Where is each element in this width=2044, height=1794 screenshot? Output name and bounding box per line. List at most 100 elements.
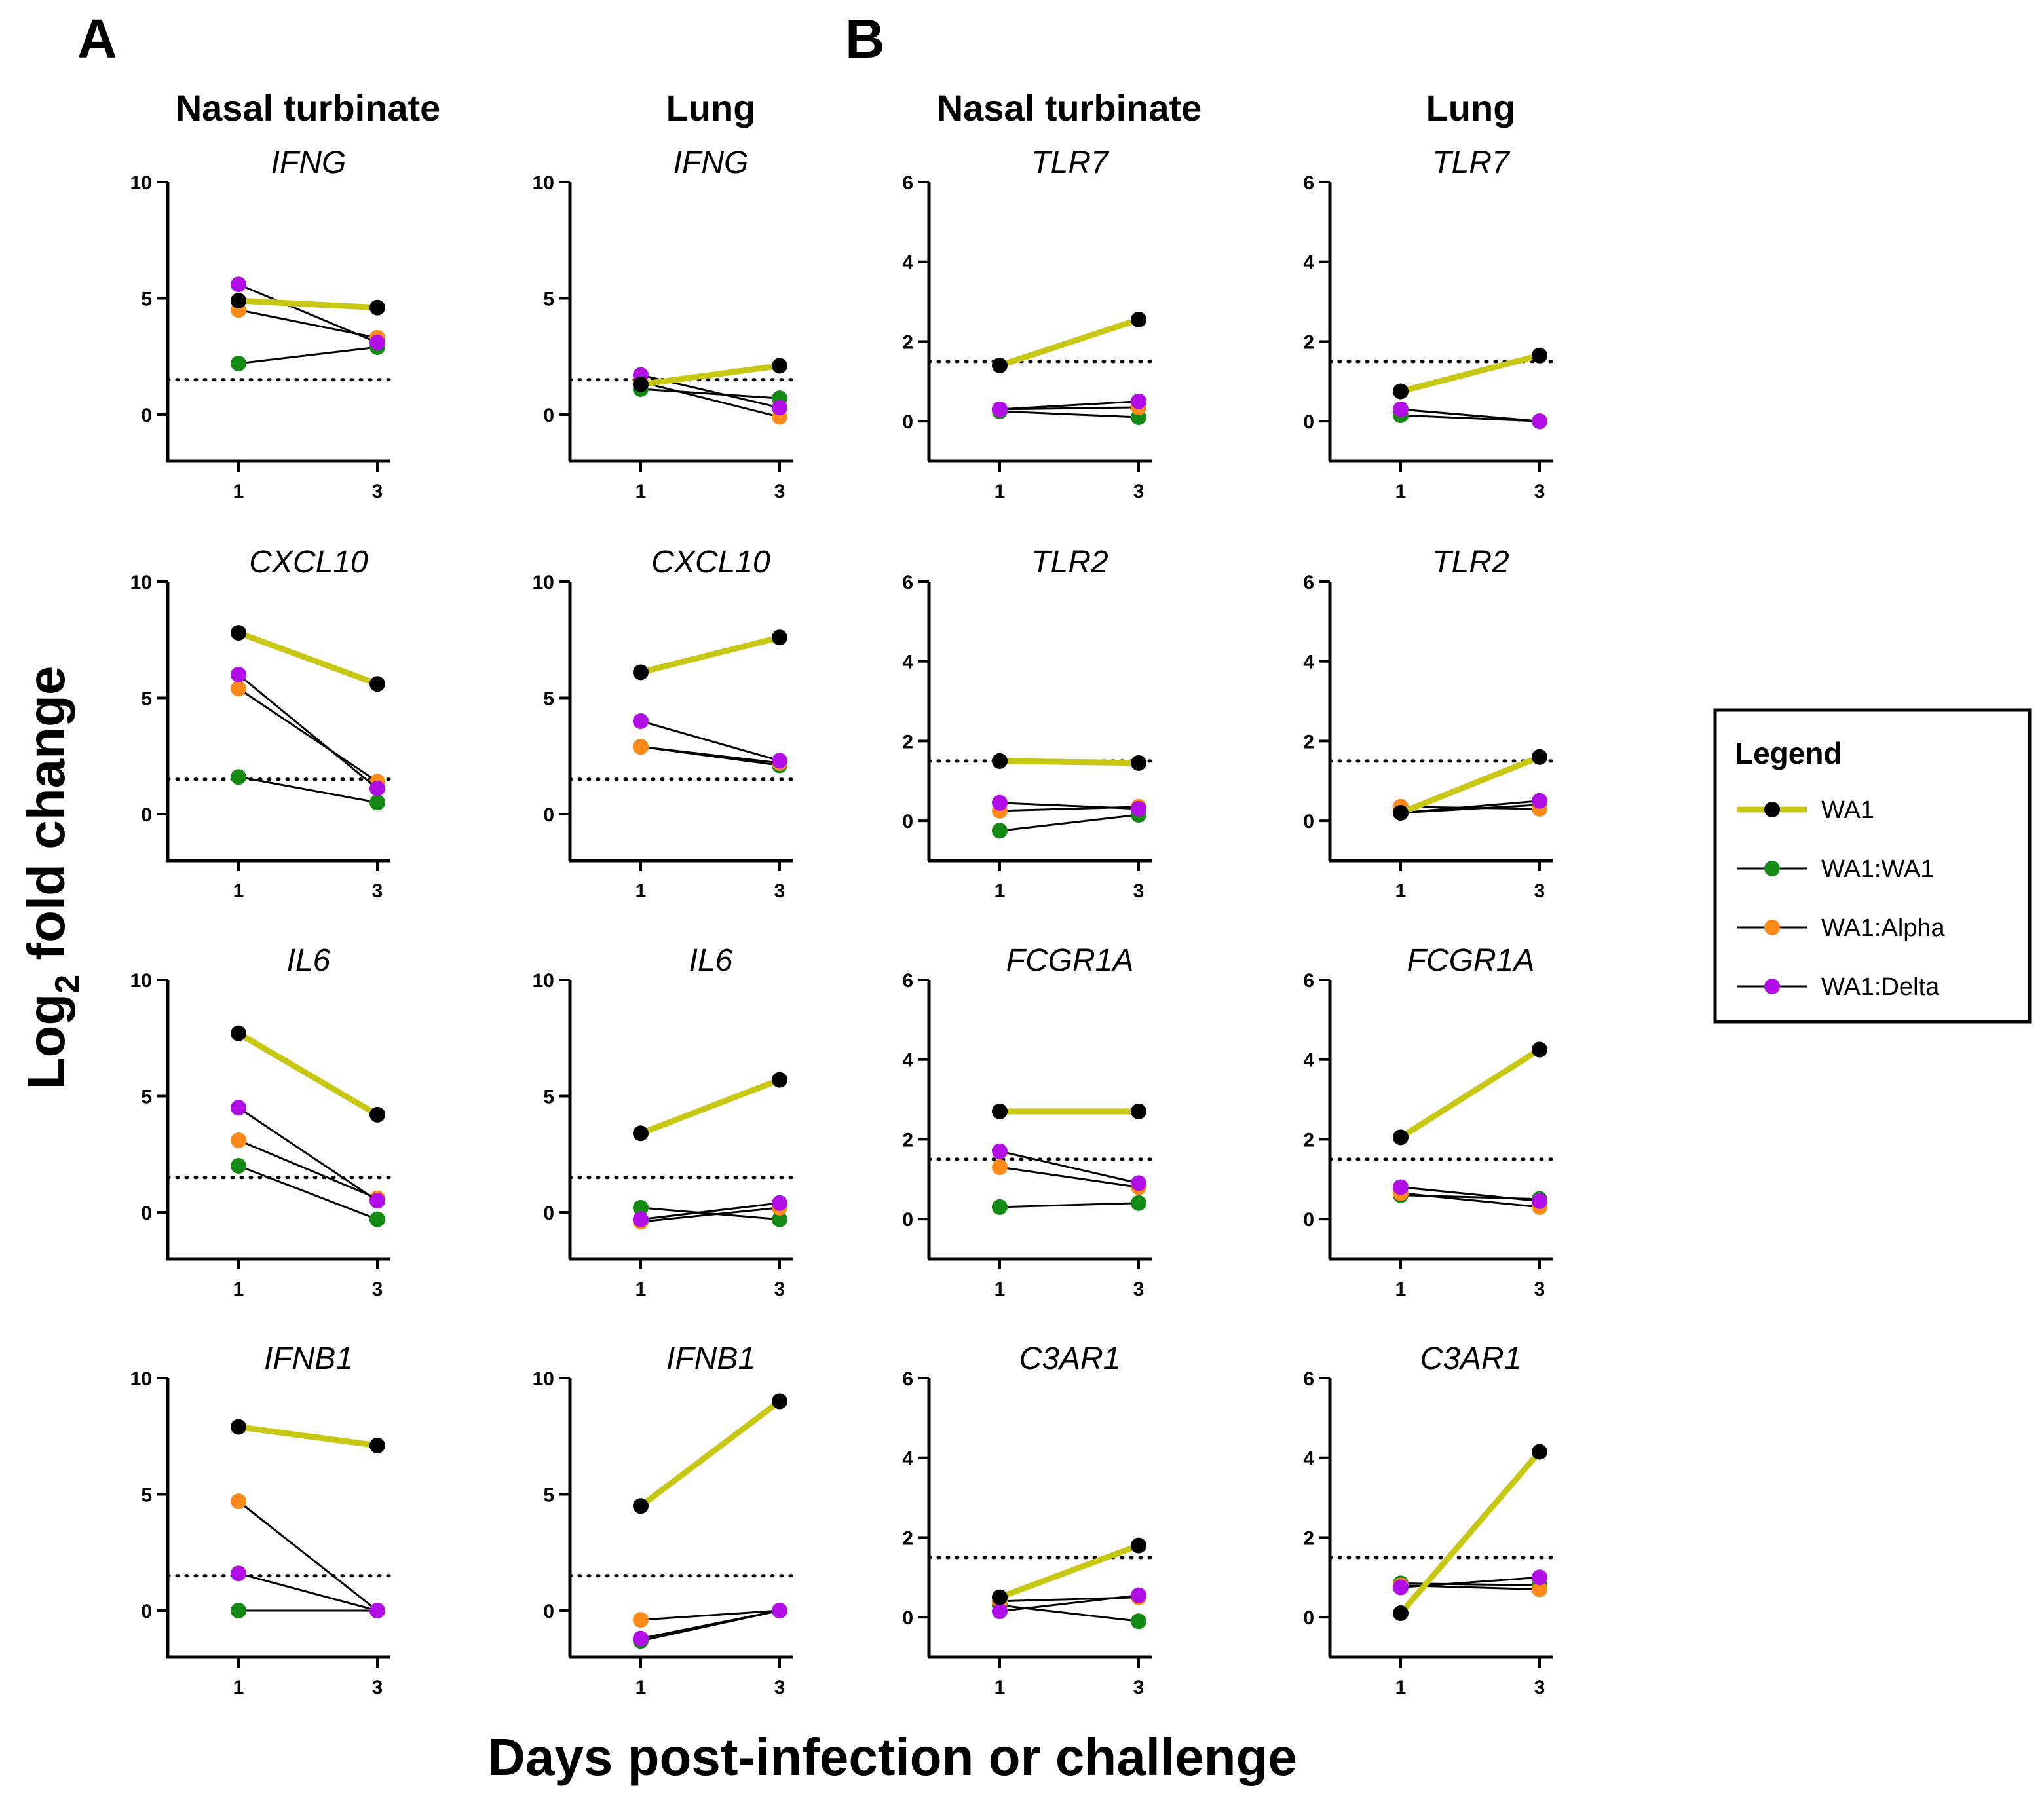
series-line [1397, 1449, 1543, 1616]
y-tick-label: 5 [543, 289, 554, 310]
chart-a-nasal-turbinate-ifnb1: IFNB1 0 5 10 1 3 [130, 1341, 398, 1698]
series-line [639, 1206, 781, 1221]
legend-title: Legend [1735, 736, 1842, 770]
y-tick-label: 6 [902, 1368, 913, 1390]
series-wa1 [231, 293, 385, 316]
data-point-day-1 [633, 1630, 649, 1647]
x-tick-label: 3 [774, 1677, 785, 1698]
x-tick-label: 1 [233, 1677, 244, 1698]
series-wa1-delta [231, 276, 385, 350]
y-tick-label: 0 [543, 405, 554, 426]
y-tick-label: 4 [1303, 252, 1314, 274]
data-point-day-3 [1131, 1537, 1146, 1554]
legend-label: WA1:Delta [1821, 973, 1940, 1001]
series-line [996, 316, 1142, 369]
series-wa1 [1393, 1041, 1547, 1146]
data-point-day-1 [231, 769, 246, 785]
data-point-day-3 [1131, 311, 1146, 327]
chart-title: IFNG [271, 145, 347, 180]
y-tick-label: 4 [1303, 1050, 1314, 1072]
x-tick-label: 1 [994, 880, 1006, 902]
data-point-day-3 [369, 1211, 385, 1227]
series-line [1399, 806, 1541, 810]
column-title-a-lung: Lung [666, 87, 756, 128]
series-wa1-wa1 [633, 1199, 787, 1227]
x-tick-label: 1 [635, 1677, 647, 1698]
chart-a-lung-il6: IL6 0 5 10 1 3 [533, 943, 800, 1300]
data-point-day-3 [1131, 800, 1146, 817]
series-wa1 [1393, 347, 1547, 400]
series-line [637, 634, 783, 675]
data-point-day-1 [231, 667, 246, 682]
series-line [639, 381, 781, 419]
series-line [998, 1150, 1140, 1184]
x-tick-label: 3 [1133, 1279, 1145, 1300]
series-wa1-wa1 [231, 1158, 385, 1227]
data-point-day-1 [992, 1199, 1008, 1215]
series-line [998, 813, 1140, 832]
data-point-day-3 [1532, 749, 1547, 765]
series-line [237, 673, 379, 790]
data-point-day-3 [1131, 755, 1146, 771]
chart-b-nasal-turbinate-fcgr1a: FCGR1A 0 2 4 6 1 3 [902, 943, 1159, 1300]
series-wa1-delta [231, 667, 385, 796]
chart-a-lung-ifng: IFNG 0 5 10 1 3 [533, 145, 800, 502]
legend-label: WA1:Alpha [1821, 914, 1946, 942]
legend-label: WA1:WA1 [1821, 855, 1934, 883]
x-tick-label: 3 [372, 880, 383, 902]
chart-title: C3AR1 [1420, 1341, 1522, 1376]
data-point-day-1 [1393, 1179, 1409, 1195]
legend-swatch-marker [1764, 979, 1780, 994]
y-tick-label: 10 [533, 1368, 554, 1390]
data-point-day-1 [1393, 1579, 1409, 1596]
y-tick-label: 2 [1303, 1129, 1314, 1151]
chart-b-lung-tlr2: TLR2 0 2 4 6 1 3 [1303, 545, 1560, 902]
data-point-day-3 [1131, 1175, 1146, 1191]
series-line [237, 776, 379, 804]
data-point-day-1 [633, 713, 649, 729]
y-tick-label: 10 [130, 172, 152, 194]
y-tick-label: 5 [543, 1485, 554, 1506]
y-tick-label: 0 [141, 1601, 152, 1622]
data-point-day-3 [1131, 1587, 1146, 1603]
data-point-day-3 [1131, 393, 1146, 409]
x-tick-label: 3 [1534, 1677, 1545, 1698]
series-line [1397, 1047, 1543, 1140]
data-point-day-3 [369, 794, 385, 811]
series-line [237, 687, 379, 783]
series-line [235, 1424, 381, 1449]
y-tick-label: 0 [902, 811, 913, 832]
data-point-day-3 [772, 1072, 787, 1088]
series-wa1-delta [633, 713, 787, 769]
x-tick-label: 3 [1133, 481, 1145, 502]
data-point-day-1 [231, 293, 246, 309]
data-point-day-3 [369, 1193, 385, 1209]
series-wa1-wa1 [231, 769, 385, 811]
x-tick-label: 1 [1395, 1279, 1407, 1300]
series-line [237, 283, 379, 344]
legend-entry-wa1: WA1 [1737, 796, 1874, 824]
series-wa1-delta [633, 1603, 787, 1647]
x-tick-label: 1 [994, 1677, 1006, 1698]
series-wa1-wa1 [992, 1195, 1146, 1215]
data-point-day-1 [633, 1612, 649, 1628]
series-line [998, 400, 1140, 411]
column-title-b-nasal: Nasal turbinate [937, 87, 1202, 128]
data-point-day-3 [369, 334, 385, 350]
series-line [1399, 408, 1541, 422]
x-tick-label: 1 [635, 880, 647, 902]
data-point-day-3 [772, 358, 787, 374]
y-tick-label: 4 [902, 652, 913, 673]
x-tick-label: 1 [635, 1279, 647, 1300]
y-axis-title: Log2 fold change [17, 666, 86, 1090]
series-line [998, 1202, 1140, 1208]
chart-a-lung-cxcl10: CXCL10 0 5 10 1 3 [533, 545, 800, 902]
data-point-day-3 [1131, 1103, 1146, 1119]
chart-a-lung-ifnb1: IFNB1 0 5 10 1 3 [533, 1341, 800, 1698]
y-tick-label: 0 [543, 804, 554, 826]
legend-swatch-marker [1764, 861, 1780, 876]
chart-title: FCGR1A [1407, 943, 1535, 978]
chart-title: IFNB1 [666, 1341, 755, 1376]
